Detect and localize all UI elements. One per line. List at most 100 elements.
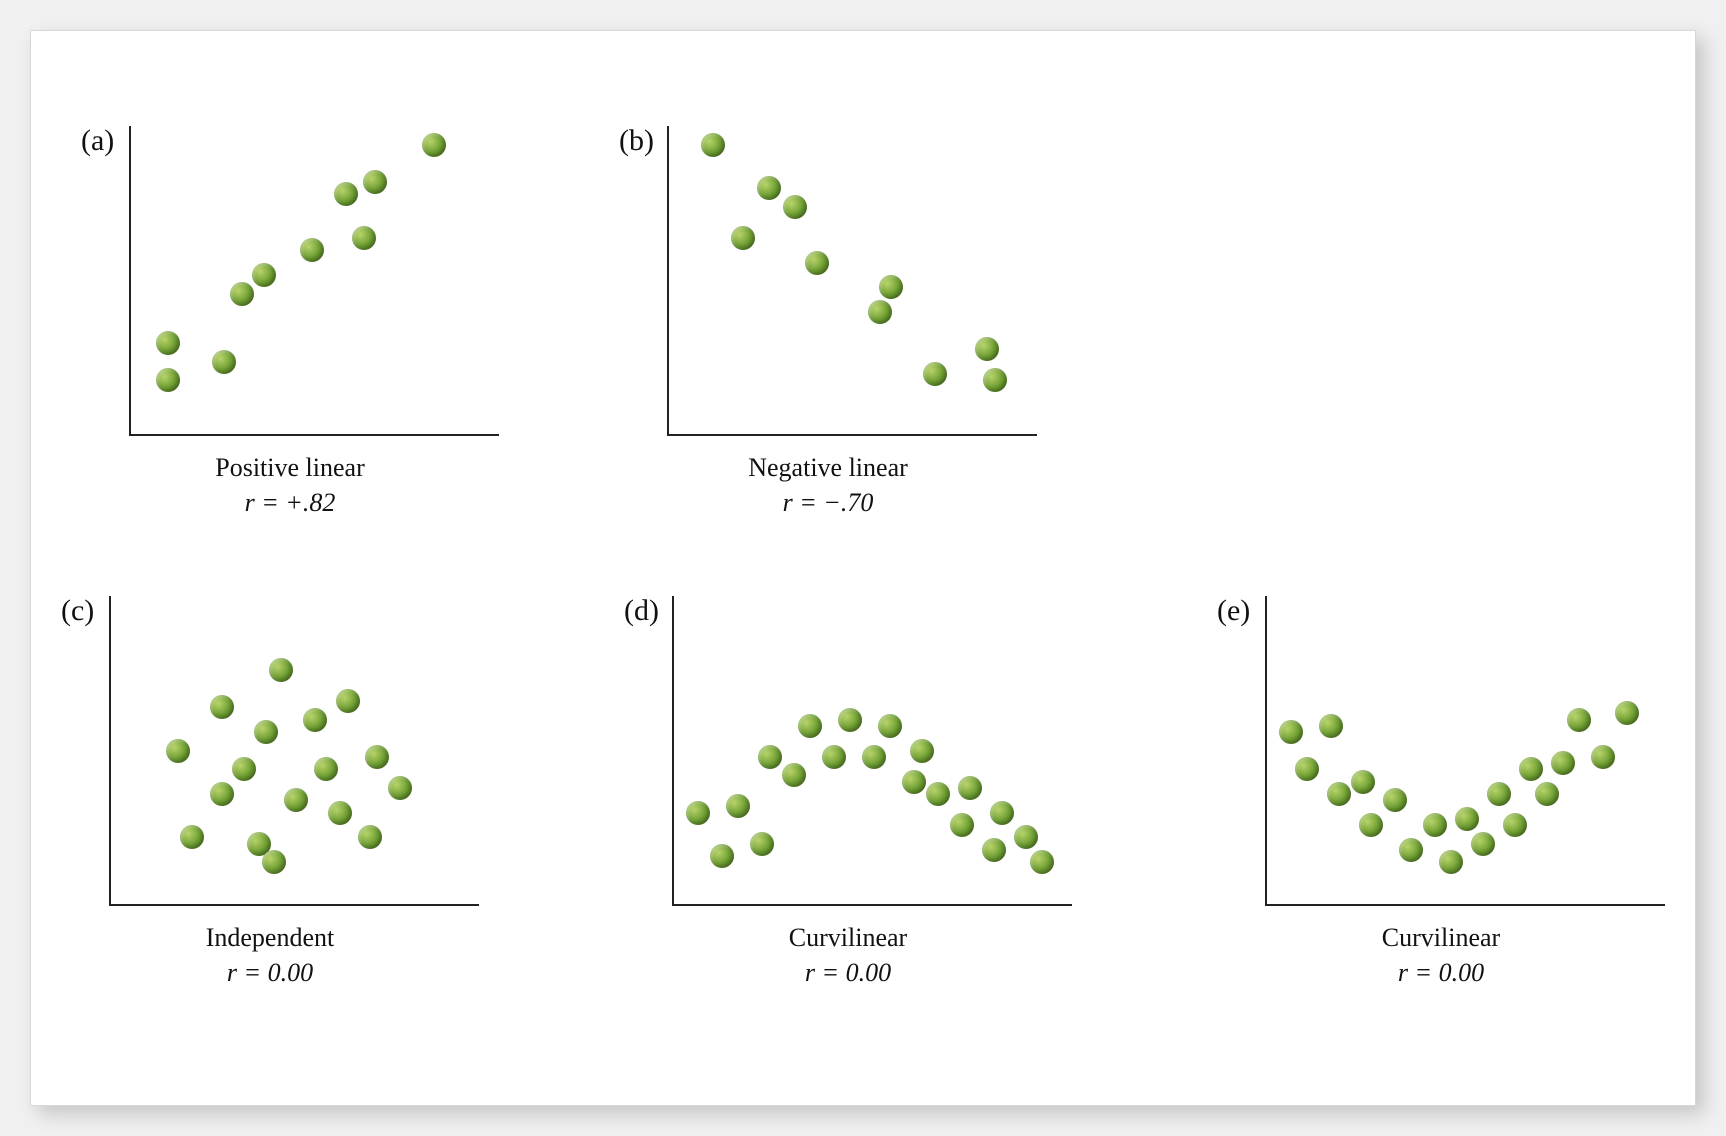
panel-c-plot (109, 596, 479, 906)
panel-e-plot (1265, 596, 1665, 906)
data-point (1319, 714, 1343, 738)
figure-card: (a) Positive linear r = +.82 (b) Negativ… (30, 30, 1696, 1106)
panel-b-head: (b) (619, 126, 1037, 436)
panel-a-head: (a) (81, 126, 499, 436)
panel-a-letter: (a) (81, 126, 123, 156)
panel-a-title: Positive linear (215, 453, 364, 482)
data-point (750, 832, 774, 856)
data-point (686, 801, 710, 825)
data-point (254, 720, 278, 744)
data-point (1551, 751, 1575, 775)
data-point (358, 825, 382, 849)
data-point (822, 745, 846, 769)
data-point (1295, 757, 1319, 781)
panel-d-head: (d) (624, 596, 1072, 906)
data-point (1455, 807, 1479, 831)
row-bottom: (c) Independent r = 0.00 (d) Curvilinear… (61, 596, 1665, 990)
data-point (990, 801, 1014, 825)
data-point (878, 714, 902, 738)
panel-c-title: Independent (206, 923, 335, 952)
data-point (252, 263, 276, 287)
data-point (1567, 708, 1591, 732)
data-point (975, 337, 999, 361)
data-point (210, 782, 234, 806)
data-point (731, 226, 755, 250)
data-point (232, 757, 256, 781)
data-point (334, 182, 358, 206)
data-point (1535, 782, 1559, 806)
panel-d-caption: Curvilinear r = 0.00 (789, 920, 907, 990)
panel-a: (a) Positive linear r = +.82 (81, 126, 499, 520)
data-point (726, 794, 750, 818)
panel-c-r: r = 0.00 (227, 958, 313, 987)
data-point (1359, 813, 1383, 837)
panel-c: (c) Independent r = 0.00 (61, 596, 479, 990)
data-point (782, 763, 806, 787)
panel-e-r: r = 0.00 (1398, 958, 1484, 987)
data-point (1503, 813, 1527, 837)
data-point (303, 708, 327, 732)
data-point (166, 739, 190, 763)
panel-c-letter: (c) (61, 596, 103, 626)
data-point (156, 368, 180, 392)
data-point (910, 739, 934, 763)
data-point (230, 282, 254, 306)
data-point (336, 689, 360, 713)
data-point (352, 226, 376, 250)
data-point (710, 844, 734, 868)
data-point (363, 170, 387, 194)
data-point (1423, 813, 1447, 837)
panel-d: (d) Curvilinear r = 0.00 (624, 596, 1072, 990)
data-point (926, 782, 950, 806)
data-point (923, 362, 947, 386)
panel-d-plot (672, 596, 1072, 906)
data-point (1279, 720, 1303, 744)
panel-e: (e) Curvilinear r = 0.00 (1217, 596, 1665, 990)
panel-b-r: r = −.70 (783, 488, 874, 517)
data-point (902, 770, 926, 794)
data-point (1519, 757, 1543, 781)
panel-e-head: (e) (1217, 596, 1665, 906)
panel-b-caption: Negative linear r = −.70 (748, 450, 908, 520)
data-point (328, 801, 352, 825)
data-point (210, 695, 234, 719)
panel-c-caption: Independent r = 0.00 (206, 920, 335, 990)
data-point (156, 331, 180, 355)
row-top: (a) Positive linear r = +.82 (b) Negativ… (61, 126, 1665, 520)
data-point (983, 368, 1007, 392)
panel-e-letter: (e) (1217, 596, 1259, 626)
data-point (758, 745, 782, 769)
data-point (862, 745, 886, 769)
page-outer: (a) Positive linear r = +.82 (b) Negativ… (0, 0, 1726, 1136)
data-point (1487, 782, 1511, 806)
panel-d-title: Curvilinear (789, 923, 907, 952)
data-point (262, 850, 286, 874)
panel-b: (b) Negative linear r = −.70 (619, 126, 1037, 520)
data-point (1591, 745, 1615, 769)
data-point (1383, 788, 1407, 812)
data-point (879, 275, 903, 299)
data-point (805, 251, 829, 275)
data-point (1351, 770, 1375, 794)
data-point (314, 757, 338, 781)
data-point (838, 708, 862, 732)
panel-a-r: r = +.82 (245, 488, 336, 517)
data-point (1439, 850, 1463, 874)
data-point (783, 195, 807, 219)
data-point (365, 745, 389, 769)
panel-a-plot (129, 126, 499, 436)
data-point (1030, 850, 1054, 874)
data-point (422, 133, 446, 157)
data-point (300, 238, 324, 262)
panel-b-plot (667, 126, 1037, 436)
data-point (950, 813, 974, 837)
data-point (1014, 825, 1038, 849)
data-point (1615, 701, 1639, 725)
panel-d-r: r = 0.00 (805, 958, 891, 987)
data-point (868, 300, 892, 324)
data-point (388, 776, 412, 800)
panel-c-head: (c) (61, 596, 479, 906)
data-point (284, 788, 308, 812)
data-point (1399, 838, 1423, 862)
data-point (982, 838, 1006, 862)
